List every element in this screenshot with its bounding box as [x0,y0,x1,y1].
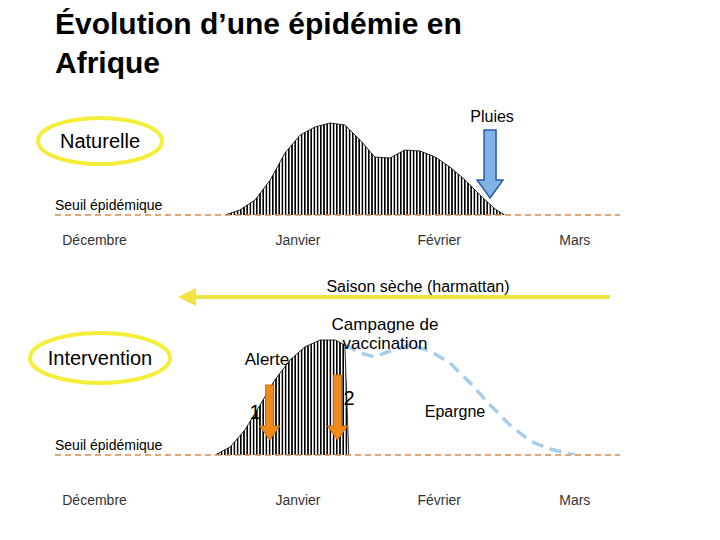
html-text:Intervention: Intervention [47,347,153,369]
svg-text:Décembre: Décembre [62,492,127,508]
html-text:Seuil épidémique: Seuil épidémique [55,437,163,453]
html-text:Seuil épidémique: Seuil épidémique [55,197,163,213]
svg-text:Février: Février [417,492,461,508]
html-text:Campagne de vaccination: Campagne de vaccination [331,315,439,353]
svg-text:Mars: Mars [559,492,590,508]
svg-text:Février: Février [417,232,461,248]
svg-text:2: 2 [344,387,355,409]
svg-text:Janvier: Janvier [275,232,320,248]
svg-text:1: 1 [250,401,261,423]
svg-text:Pluies: Pluies [470,108,514,125]
html-text:Saison sèche (harmattan): Saison sèche (harmattan) [326,278,510,295]
html-text:Évolution d’une épidémie en Af: Évolution d’une épidémie en Afrique [55,7,462,79]
svg-text:Mars: Mars [559,232,590,248]
html-text:Epargne: Epargne [424,403,486,420]
html-text:Naturelle: Naturelle [60,130,140,152]
svg-text:Décembre: Décembre [62,232,127,248]
html-text:Alerte: Alerte [244,350,290,369]
svg-text:Janvier: Janvier [275,492,320,508]
